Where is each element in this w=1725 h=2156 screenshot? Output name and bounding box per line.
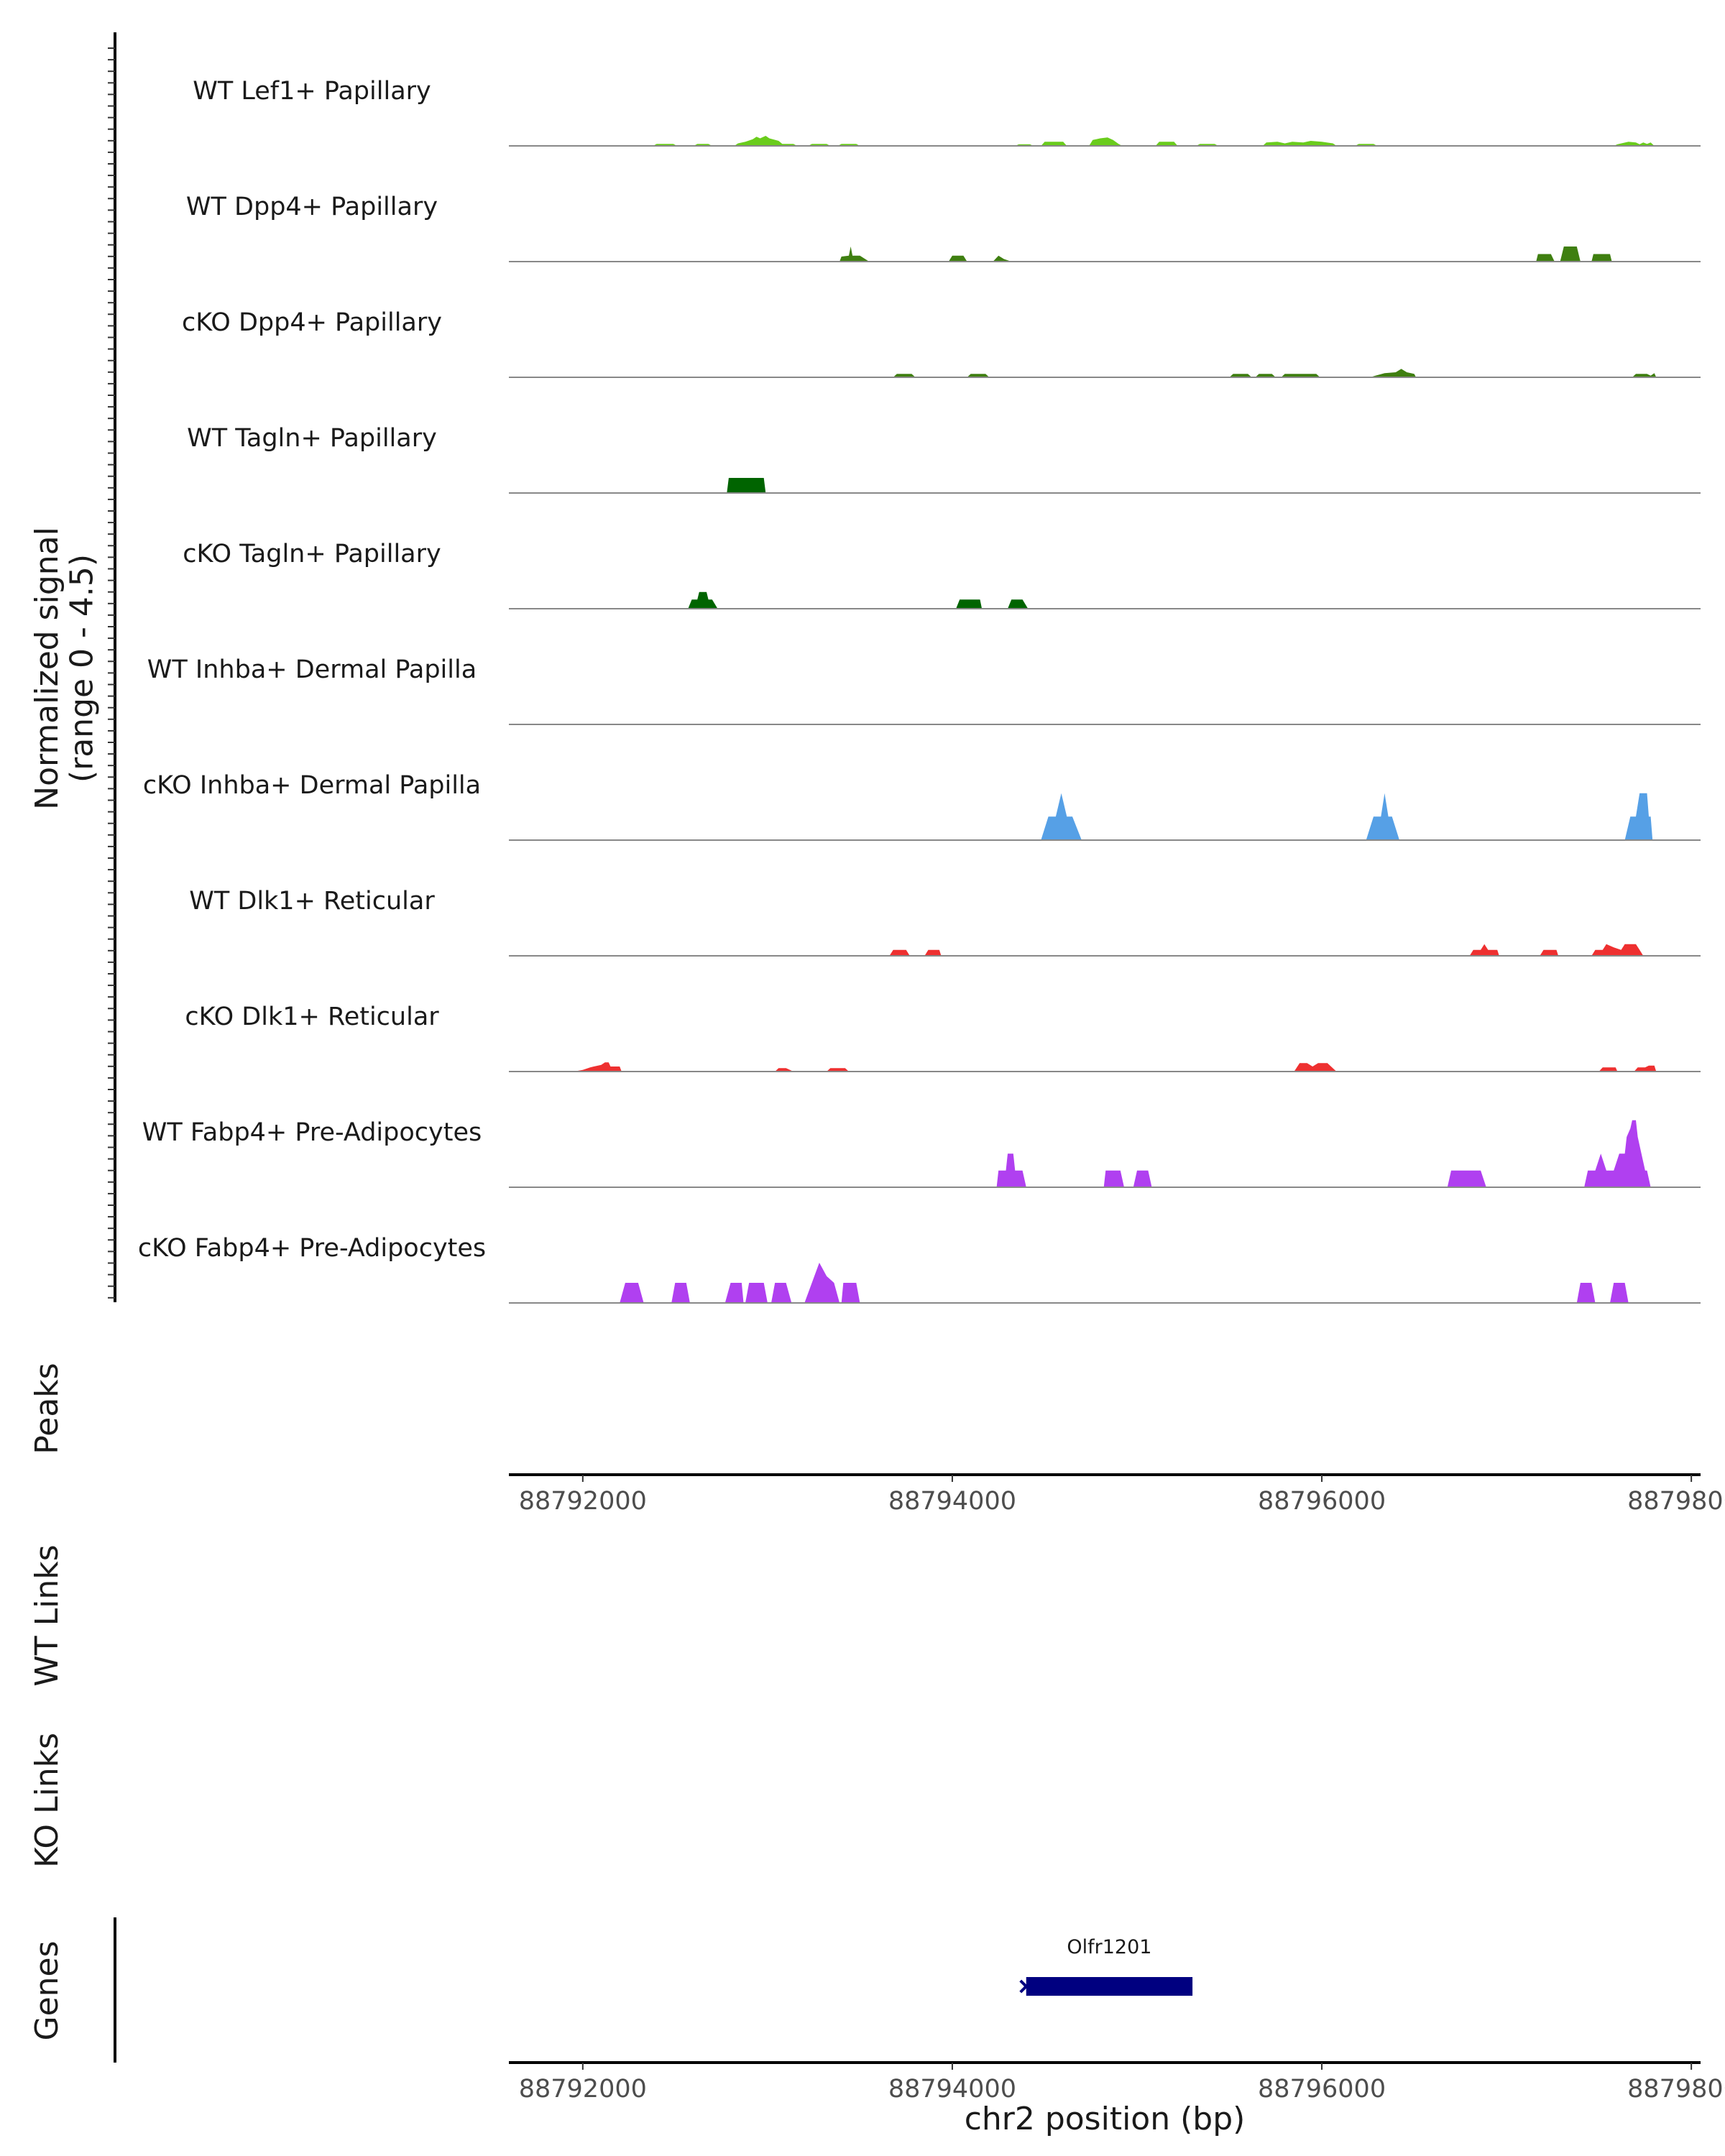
x-axis-bottom: 88792000 88794000 88796000 88798000 — [519, 2063, 1725, 2104]
x-tick-label: 88792000 — [519, 1487, 647, 1516]
track-wt-dlk1-reticular: WT Dlk1+ Reticular — [189, 887, 1701, 957]
track-wt-inhba-dermal-papilla: WT Inhba+ Dermal Papilla — [147, 655, 1701, 725]
track-label-wt-tagln-papillary: WT Tagln+ Papillary — [187, 424, 437, 453]
coverage-area-wt-lef1-papillary — [653, 136, 1655, 146]
track-label-wt-inhba-dermal-papilla: WT Inhba+ Dermal Papilla — [147, 655, 477, 684]
track-cko-inhba-dermal-papilla: cKO Inhba+ Dermal Papilla — [143, 771, 1701, 841]
track-label-cko-inhba-dermal-papilla: cKO Inhba+ Dermal Papilla — [143, 771, 481, 800]
x-tick-label: 88794000 — [888, 2075, 1016, 2104]
coverage-tracks: WT Lef1+ Papillary WT Dpp4+ Papillary cKO … — [138, 77, 1701, 1304]
coverage-area-wt-dlk1-reticular — [889, 944, 1644, 956]
track-label-cko-tagln-papillary: cKO Tagln+ Papillary — [183, 540, 441, 568]
coverage-area-cko-dpp4-papillary — [893, 369, 1657, 377]
x-axis-title: chr2 position (bp) — [965, 2101, 1246, 2137]
track-cko-fabp4-pre-adipocytes: cKO Fabp4+ Pre-Adipocytes — [138, 1234, 1701, 1304]
track-cko-tagln-papillary: cKO Tagln+ Papillary — [183, 540, 1701, 609]
y-axis-title: Normalized signal(range 0 - 4.5) — [29, 527, 100, 810]
gene-strand-marker — [1019, 1979, 1034, 1994]
track-label-wt-dpp4-papillary: WT Dpp4+ Papillary — [186, 193, 438, 221]
coverage-area-cko-fabp4-pre-adipocytes — [620, 1263, 1629, 1303]
track-cko-dlk1-reticular: cKO Dlk1+ Reticular — [185, 1003, 1701, 1072]
track-label-cko-dlk1-reticular: cKO Dlk1+ Reticular — [185, 1003, 439, 1031]
coverage-area-wt-fabp4-pre-adipocytes — [996, 1120, 1651, 1187]
x-tick-label: 88796000 — [1258, 2075, 1386, 2104]
gene-body-olfr1201 — [1026, 1977, 1193, 1996]
track-label-wt-dlk1-reticular: WT Dlk1+ Reticular — [189, 887, 435, 916]
wt-links-panel-label: WT Links — [29, 1544, 65, 1686]
coverage-area-wt-tagln-papillary — [727, 478, 766, 493]
track-label-wt-fabp4-pre-adipocytes: WT Fabp4+ Pre-Adipocytes — [142, 1118, 482, 1147]
genes-panel-label: Genes — [29, 1940, 65, 2040]
coverage-area-wt-dpp4-papillary — [840, 247, 1612, 262]
track-wt-fabp4-pre-adipocytes: WT Fabp4+ Pre-Adipocytes — [142, 1118, 1701, 1188]
track-wt-tagln-papillary: WT Tagln+ Papillary — [187, 424, 1701, 494]
coverage-area-cko-inhba-dermal-papilla — [1041, 793, 1653, 840]
gene-track: Olfr1201 — [1019, 1936, 1193, 1996]
track-wt-dpp4-papillary: WT Dpp4+ Papillary — [186, 193, 1701, 262]
track-label-wt-lef1-papillary: WT Lef1+ Papillary — [193, 77, 431, 106]
track-label-cko-fabp4-pre-adipocytes: cKO Fabp4+ Pre-Adipocytes — [138, 1234, 486, 1263]
track-wt-lef1-papillary: WT Lef1+ Papillary — [193, 77, 1701, 147]
peaks-panel-label: Peaks — [29, 1363, 65, 1454]
track-label-cko-dpp4-papillary: cKO Dpp4+ Papillary — [182, 308, 442, 337]
coverage-area-cko-tagln-papillary — [688, 591, 1029, 609]
x-tick-label: 88798000 — [1627, 1487, 1725, 1516]
y-axis-ticks — [108, 47, 115, 1299]
x-tick-label: 88794000 — [888, 1487, 1016, 1516]
ko-links-panel-label: KO Links — [29, 1733, 65, 1868]
gene-label-olfr1201: Olfr1201 — [1067, 1936, 1151, 1958]
x-axis-top: 88792000 88794000 88796000 88798000 — [519, 1475, 1725, 1516]
x-tick-label: 88798000 — [1627, 2075, 1725, 2104]
coverage-area-cko-dlk1-reticular — [574, 1062, 1657, 1072]
track-cko-dpp4-papillary: cKO Dpp4+ Papillary — [182, 308, 1701, 378]
x-tick-label: 88796000 — [1258, 1487, 1386, 1516]
x-tick-label: 88792000 — [519, 2075, 647, 2104]
